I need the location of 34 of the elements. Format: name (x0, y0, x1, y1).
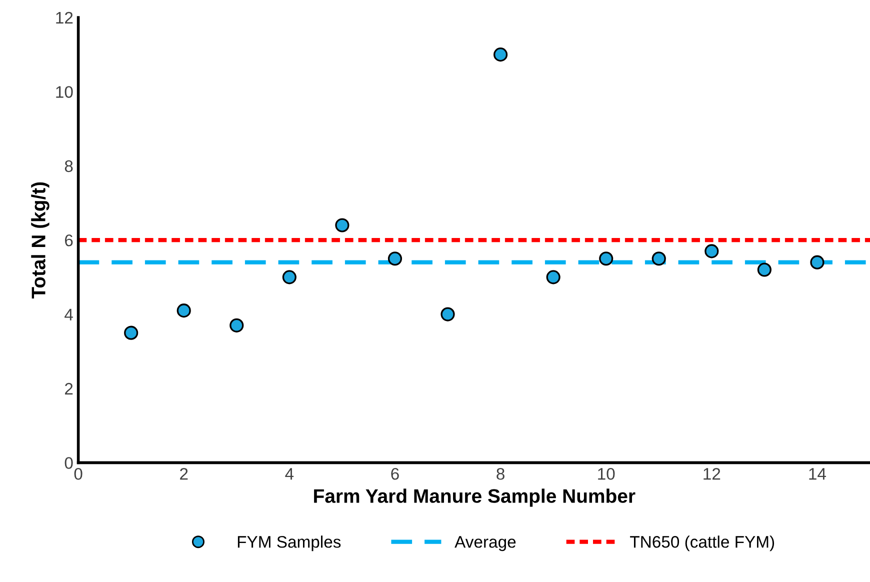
y-tick-label: 12 (56, 12, 73, 24)
y-tick-label: 0 (64, 457, 73, 469)
point (176, 304, 191, 318)
x-tick-label: 8 (496, 468, 504, 480)
point (493, 48, 508, 62)
x-tick-label: 14 (809, 468, 826, 480)
y-tick-label: 4 (64, 308, 73, 320)
y-tick-label: 6 (65, 234, 73, 246)
point (440, 307, 455, 322)
point (335, 218, 350, 232)
y-tick-label: 2 (65, 382, 73, 395)
point (704, 244, 719, 258)
point (810, 255, 824, 270)
point (757, 262, 772, 277)
x-tick-label: 2 (180, 468, 188, 480)
point (230, 318, 244, 332)
point (546, 270, 560, 284)
x-tick-label: 4 (285, 468, 294, 480)
x-tick-label: 12 (704, 468, 720, 480)
point (599, 252, 614, 266)
x-tick-label: 0 (74, 468, 82, 480)
legend-label: TN650 (cattle FYM) (630, 536, 774, 552)
point (652, 252, 666, 266)
x-axis-title: Farm Yard Manure Sample Number (314, 488, 636, 507)
x-tick-label: 6 (391, 468, 399, 480)
y-axis-title: Total N (kg/t) (31, 182, 50, 299)
legend-label: Average (454, 536, 516, 552)
legend-label: FYM Samples (238, 536, 341, 552)
y-tick-label: 8 (64, 160, 73, 172)
x-tick-label: 10 (598, 468, 615, 480)
point (388, 252, 402, 266)
y-tick-label: 10 (56, 86, 73, 98)
point (124, 326, 138, 340)
point (282, 270, 296, 284)
